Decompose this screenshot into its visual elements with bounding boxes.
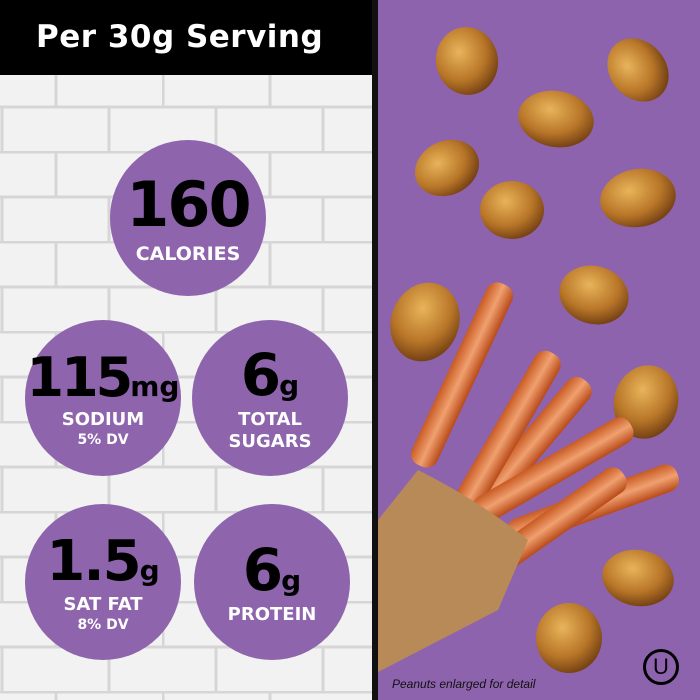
footnote: Peanuts enlarged for detail xyxy=(392,677,536,691)
sodium-unit: mg xyxy=(130,369,180,403)
churros-peanuts-illustration xyxy=(378,27,679,673)
sodium-label: SODIUM xyxy=(61,409,145,431)
sugars-badge: 6g TOTAL SUGARS xyxy=(192,320,348,476)
protein-value: 6 xyxy=(242,536,283,605)
sugars-label: TOTAL SUGARS xyxy=(228,408,312,453)
calories-badge: 160 CALORIES xyxy=(110,140,266,296)
sodium-value: 115 xyxy=(26,345,134,409)
page-title: Per 30g Serving xyxy=(0,0,372,75)
ou-kosher-icon: U xyxy=(643,649,679,685)
sodium-dv: 5% DV xyxy=(77,431,129,448)
sat-fat-badge: 1.5g SAT FAT 8% DV xyxy=(25,504,181,660)
calories-label: CALORIES xyxy=(135,242,241,265)
sat-fat-label: SAT FAT xyxy=(63,594,143,616)
calories-value: 160 xyxy=(126,168,251,242)
nutrition-panel: Per 30g Serving 160 CALORIES 115mg SODIU… xyxy=(0,0,372,700)
sodium-badge: 115mg SODIUM 5% DV xyxy=(25,320,181,476)
panel-divider xyxy=(372,0,378,700)
churros xyxy=(410,282,679,573)
sat-fat-unit: g xyxy=(139,553,160,587)
sat-fat-value: 1.5 xyxy=(46,528,141,594)
protein-label: PROTEIN xyxy=(227,604,317,626)
sugars-value: 6 xyxy=(240,341,281,410)
paper-cone xyxy=(378,470,528,672)
sugars-unit: g xyxy=(279,369,300,403)
protein-badge: 6g PROTEIN xyxy=(194,504,350,660)
peanuts xyxy=(390,27,679,673)
sat-fat-dv: 8% DV xyxy=(77,616,129,633)
product-photo xyxy=(378,0,700,700)
protein-unit: g xyxy=(281,564,302,598)
